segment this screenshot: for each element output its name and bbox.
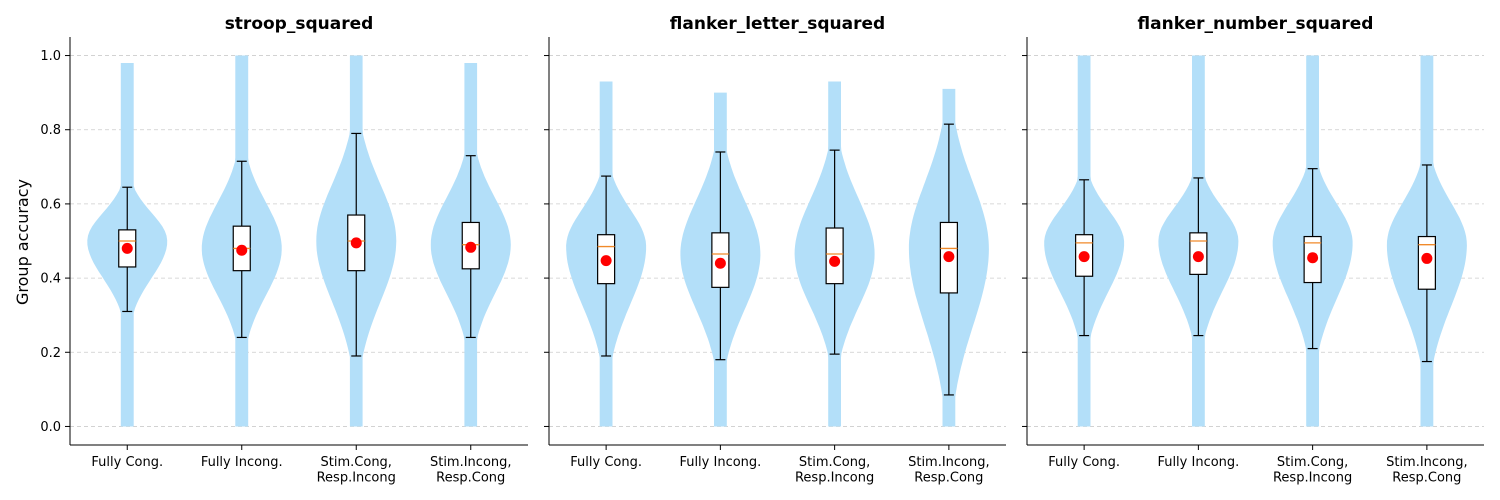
x-tick-label-line: Stim.Incong,	[430, 455, 512, 470]
y-tick-label: 0.6	[40, 197, 61, 212]
mean-marker	[121, 242, 133, 254]
mean-marker	[350, 237, 362, 249]
y-tick-label: 0.4	[40, 272, 61, 287]
x-tick-label-line: Resp.Cong	[914, 471, 983, 486]
x-tick-label: Stim.Incong, Resp.Cong	[908, 455, 990, 486]
x-tick-label: Fully Incong.	[201, 455, 283, 470]
y-tick-label: 0.2	[40, 346, 61, 361]
mean-marker	[600, 255, 612, 267]
x-tick-label-line: Stim.Cong,	[1277, 455, 1348, 470]
iqr-box	[825, 227, 844, 285]
panel-title: flanker_letter_squared	[670, 14, 885, 34]
panel: flanker_letter_squared Fully Cong. Fully I…	[544, 14, 1006, 486]
mean-marker	[1192, 251, 1204, 263]
x-tick-label-line: Fully Incong.	[679, 455, 761, 470]
mean-marker	[465, 241, 477, 253]
x-tick-label: Fully Cong.	[1048, 455, 1120, 470]
mean-marker	[1307, 252, 1319, 264]
x-tick-label-line: Resp.Cong	[436, 471, 505, 486]
x-tick-label-line: Fully Incong.	[201, 455, 283, 470]
y-tick-label: 0.0	[40, 420, 61, 435]
x-tick-label-line: Fully Cong.	[91, 455, 163, 470]
x-tick-label-line: Stim.Cong,	[321, 455, 392, 470]
panel-title: flanker_number_squared	[1138, 14, 1374, 34]
y-axis-label: Group accuracy	[13, 179, 32, 305]
mean-marker	[1078, 251, 1090, 263]
x-tick-label: Fully Incong.	[679, 455, 761, 470]
x-tick-label-line: Fully Cong.	[1048, 455, 1120, 470]
panel-title: stroop_squared	[225, 14, 374, 34]
mean-marker	[943, 251, 955, 263]
mean-marker	[829, 255, 841, 267]
x-tick-label-line: Fully Cong.	[570, 455, 642, 470]
mean-marker	[714, 257, 726, 269]
y-tick-label: 1.0	[40, 49, 61, 64]
panel: stroop_squared 0.0 0.2 0.4 0.6 0.8 1.0 Fully Co…	[40, 14, 528, 486]
x-tick-label: Stim.Cong, Resp.Incong	[795, 455, 874, 486]
x-tick-label-line: Fully Incong.	[1157, 455, 1239, 470]
x-tick-label-line: Stim.Incong,	[908, 455, 990, 470]
mean-marker	[1421, 252, 1433, 264]
mean-marker	[236, 244, 248, 256]
y-tick-label: 0.8	[40, 123, 61, 138]
x-tick-label-line: Resp.Incong	[317, 471, 396, 486]
panels: stroop_squared 0.0 0.2 0.4 0.6 0.8 1.0 Fully Co…	[40, 14, 1484, 486]
x-tick-label: Fully Cong.	[570, 455, 642, 470]
x-tick-label: Stim.Cong, Resp.Incong	[1273, 455, 1352, 486]
x-tick-label-line: Resp.Cong	[1392, 471, 1461, 486]
x-tick-label: Stim.Cong, Resp.Incong	[317, 455, 396, 486]
x-tick-label: Fully Cong.	[91, 455, 163, 470]
x-tick-label-line: Resp.Incong	[1273, 471, 1352, 486]
x-tick-label-line: Stim.Cong,	[799, 455, 870, 470]
panel: flanker_number_squared Fully Cong. Fully I…	[1022, 14, 1484, 486]
x-tick-label: Fully Incong.	[1157, 455, 1239, 470]
x-tick-label: Stim.Incong, Resp.Cong	[430, 455, 512, 486]
x-tick-label-line: Stim.Incong,	[1386, 455, 1468, 470]
x-tick-label-line: Resp.Incong	[795, 471, 874, 486]
x-tick-label: Stim.Incong, Resp.Cong	[1386, 455, 1468, 486]
